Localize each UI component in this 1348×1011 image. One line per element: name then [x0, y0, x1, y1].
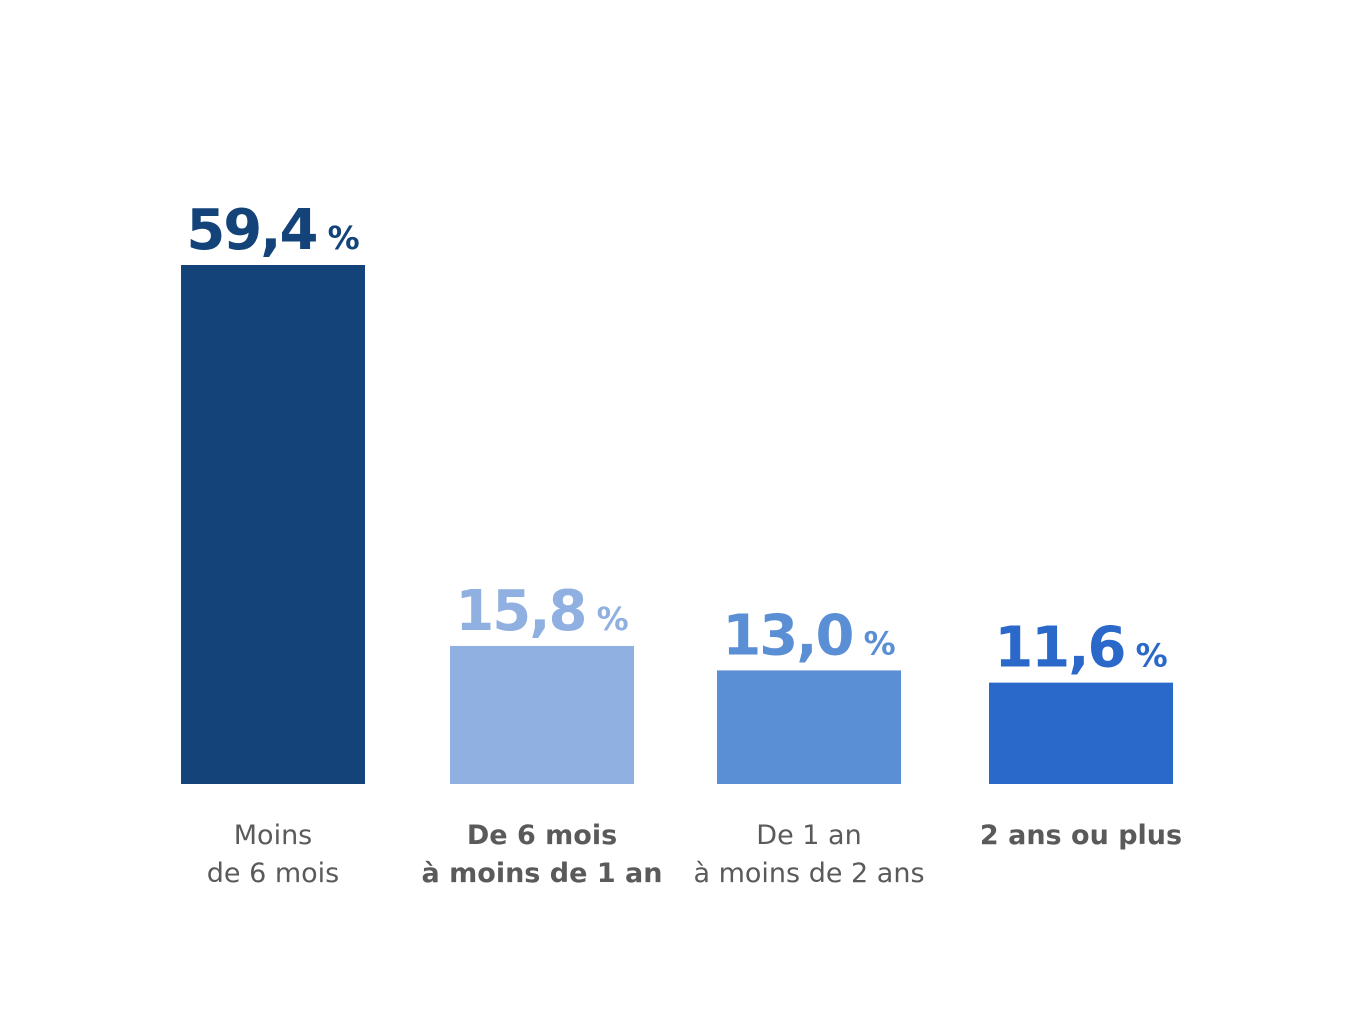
value-number-2: 15,8: [455, 579, 585, 644]
category-label-4-line-1: 2 ans ou plus: [980, 820, 1182, 851]
category-label-3-line-2: à moins de 2 ans: [693, 858, 924, 889]
value-number-3: 13,0: [722, 603, 852, 668]
value-unit-2: %: [597, 600, 629, 638]
category-label-2-line-1: De 6 mois: [467, 820, 617, 851]
category-label-1: Moins de 6 mois: [207, 820, 339, 889]
bar-3: [717, 670, 901, 784]
value-label-2: 15,8 %: [455, 579, 628, 644]
category-label-1-line-1: Moins: [234, 820, 313, 851]
value-label-4: 11,6 %: [994, 616, 1167, 681]
category-label-2: De 6 mois à moins de 1 an: [422, 820, 663, 889]
category-label-3-line-1: De 1 an: [756, 820, 861, 851]
bar-1: [181, 265, 365, 784]
category-label-3: De 1 an à moins de 2 ans: [693, 820, 924, 889]
category-label-1-line-2: de 6 mois: [207, 858, 339, 889]
value-unit-1: %: [328, 219, 360, 257]
bar-2: [450, 645, 634, 784]
value-unit-3: %: [864, 624, 896, 662]
value-number-4: 11,6: [994, 616, 1124, 681]
category-label-2-line-2: à moins de 1 an: [422, 858, 663, 889]
value-unit-4: %: [1136, 637, 1168, 675]
value-number-1: 59,4: [186, 198, 316, 263]
bar-4: [989, 682, 1173, 784]
value-label-1: 59,4 %: [186, 198, 359, 263]
category-label-4: 2 ans ou plus: [980, 820, 1182, 851]
value-label-3: 13,0 %: [722, 603, 895, 668]
